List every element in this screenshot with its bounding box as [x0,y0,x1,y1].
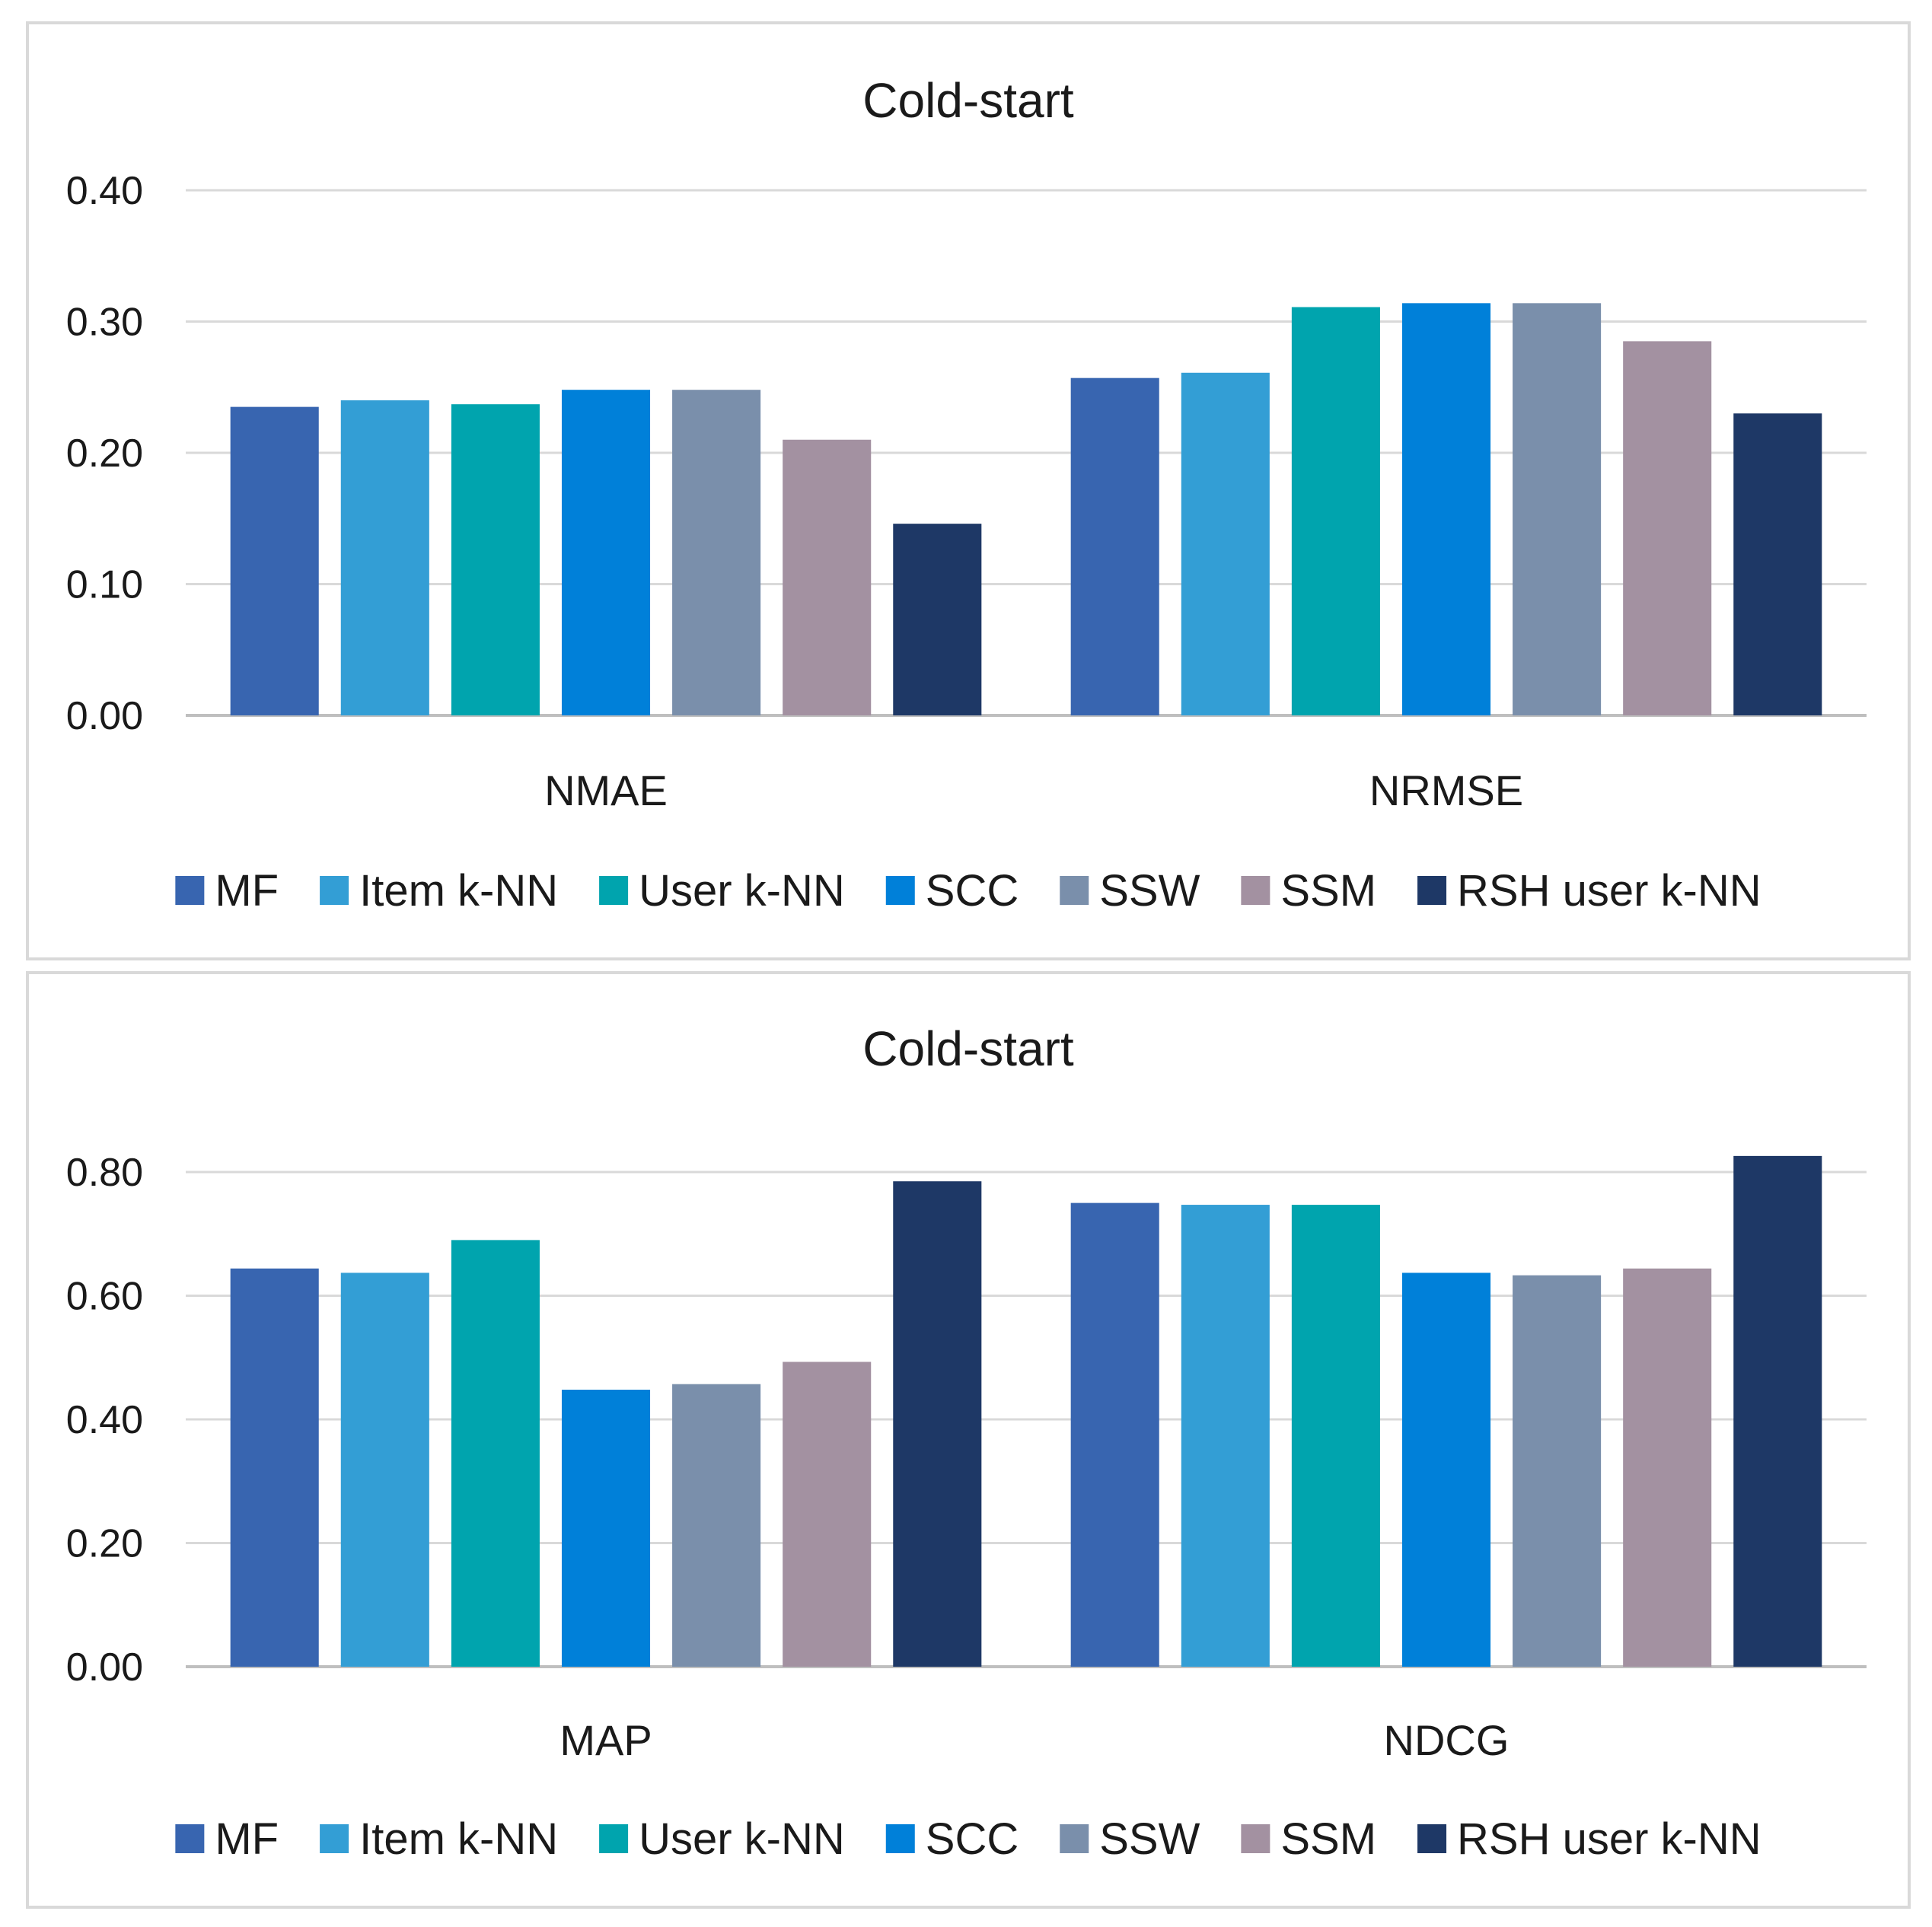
x-category-label: NMAE [544,766,668,814]
bar-nmae-user-k-nn: User k-NN NMAE: 0.237 [451,404,540,715]
legend-item: SCC [885,866,1019,916]
bar-nrmse-ssw: SSW NRMSE: 0.314 [1513,303,1602,716]
legend-label: SCC [926,866,1019,916]
bar-nrmse-scc: SCC NRMSE: 0.314 [1401,303,1491,716]
bar-ndcg-item-k-nn: Item k-NN NDCG: 0.747 [1181,1205,1270,1667]
legend-swatch [1060,876,1089,905]
legend-item: Item k-NN [320,866,558,916]
legend-item: SSM [1241,1814,1376,1864]
bar-map-item-k-nn: Item k-NN MAP: 0.637 [340,1272,429,1667]
legend-swatch [320,876,349,905]
legend-swatch [1417,1824,1447,1853]
legend-item: MF [175,1814,279,1864]
y-tick-label: 0.40 [66,169,143,213]
bar-ndcg-rsh-user-k-nn: RSH user k-NN NDCG: 0.826 [1733,1155,1822,1667]
x-category-label: NRMSE [1369,766,1523,814]
legend-label: SSW [1099,866,1200,916]
bar-ndcg-scc: SCC NDCG: 0.637 [1401,1272,1491,1667]
chart-title: Cold-start [862,73,1074,128]
chart-panel-ranking-metrics: Cold-start 0.00 0.20 0.40 0.60 0.80 MF MAP: 0.… [26,971,1911,1909]
bar-nrmse-mf: MF NRMSE: 0.257 [1070,377,1159,715]
y-tick-label: 0.30 [66,301,143,345]
y-tick-label: 0.00 [66,694,143,738]
bar-nmae-item-k-nn: Item k-NN NMAE: 0.24 [340,400,429,715]
legend-item: User k-NN [599,866,845,916]
legend-label: Item k-NN [359,866,558,916]
legend-item: RSH user k-NN [1417,866,1761,916]
legend-label: User k-NN [639,866,845,916]
legend-label: RSH user k-NN [1457,1814,1761,1864]
bar-ndcg-ssm: SSM NDCG: 0.644 [1623,1268,1712,1667]
legend-swatch [885,876,915,905]
bar-nmae-rsh-user-k-nn: RSH user k-NN NMAE: 0.146 [893,524,982,715]
legend-item: User k-NN [599,1814,845,1864]
y-tick-label: 0.60 [66,1275,143,1319]
legend-swatch [599,1824,629,1853]
y-tick-label: 0.20 [66,432,143,476]
legend-label: SSM [1280,866,1376,916]
legend-swatch [885,1824,915,1853]
bar-nrmse-user-k-nn: User k-NN NRMSE: 0.311 [1291,307,1380,715]
y-tick-label: 0.10 [66,563,143,607]
bar-chart-ranking-metrics: Cold-start 0.00 0.20 0.40 0.60 0.80 MF MAP: 0.… [66,1021,1867,1864]
y-tick-label: 0.40 [66,1398,143,1442]
legend-item: SSM [1241,866,1376,916]
bar-nrmse-item-k-nn: Item k-NN NRMSE: 0.261 [1181,372,1270,715]
x-category-label: NDCG [1384,1716,1510,1764]
legend-swatch [1241,876,1270,905]
legend-label: MF [215,866,279,916]
bar-ndcg-mf: MF NDCG: 0.75 [1070,1202,1159,1667]
legend-item: MF [175,866,279,916]
legend-swatch [320,1824,349,1853]
bar-map-user-k-nn: User k-NN MAP: 0.69 [451,1240,540,1667]
legend-swatch [1241,1824,1270,1853]
bar-nmae-ssw: SSW NMAE: 0.248 [672,390,761,715]
legend-label: SSM [1280,1814,1376,1864]
legend-label: Item k-NN [359,1814,558,1864]
legend-item: RSH user k-NN [1417,1814,1761,1864]
legend-item: SCC [885,1814,1019,1864]
y-tick-label: 0.80 [66,1151,143,1195]
legend-label: MF [215,1814,279,1864]
legend-label: User k-NN [639,1814,845,1864]
bar-map-rsh-user-k-nn: RSH user k-NN MAP: 0.785 [893,1181,982,1667]
legend-label: SSW [1099,1814,1200,1864]
legend-swatch [1060,1824,1089,1853]
bar-ndcg-user-k-nn: User k-NN NDCG: 0.747 [1291,1205,1380,1667]
bar-map-mf: MF MAP: 0.644 [230,1268,319,1667]
chart-panel-error-metrics: Cold-start 0.00 0.10 0.20 0.30 0.40 MF NMAE: 0… [26,21,1911,960]
bar-map-ssw: SSW MAP: 0.457 [672,1384,761,1667]
bar-nrmse-ssm: SSM NRMSE: 0.285 [1623,341,1712,715]
bar-nrmse-rsh-user-k-nn: RSH user k-NN NRMSE: 0.23 [1733,413,1822,715]
legend-label: SCC [926,1814,1019,1864]
y-tick-label: 0.20 [66,1522,143,1566]
legend-label: RSH user k-NN [1457,866,1761,916]
bar-nmae-mf: MF NMAE: 0.235 [230,406,319,715]
legend-swatch [175,1824,205,1853]
legend-item: SSW [1060,1814,1200,1864]
legend-swatch [1417,876,1447,905]
y-tick-label: 0.00 [66,1645,143,1690]
legend-item: Item k-NN [320,1814,558,1864]
x-category-label: MAP [560,1716,652,1764]
bar-chart-error-metrics: Cold-start 0.00 0.10 0.20 0.30 0.40 MF NMAE: 0… [66,73,1867,916]
legend-swatch [599,876,629,905]
bar-nmae-ssm: SSM NMAE: 0.21 [783,439,872,715]
legend-swatch [175,876,205,905]
bar-map-scc: SCC MAP: 0.448 [561,1390,651,1667]
bar-map-ssm: SSM MAP: 0.493 [783,1362,872,1667]
bar-ndcg-ssw: SSW NDCG: 0.633 [1513,1275,1602,1667]
bar-nmae-scc: SCC NMAE: 0.248 [561,390,651,715]
legend-item: SSW [1060,866,1200,916]
chart-title: Cold-start [862,1021,1074,1076]
